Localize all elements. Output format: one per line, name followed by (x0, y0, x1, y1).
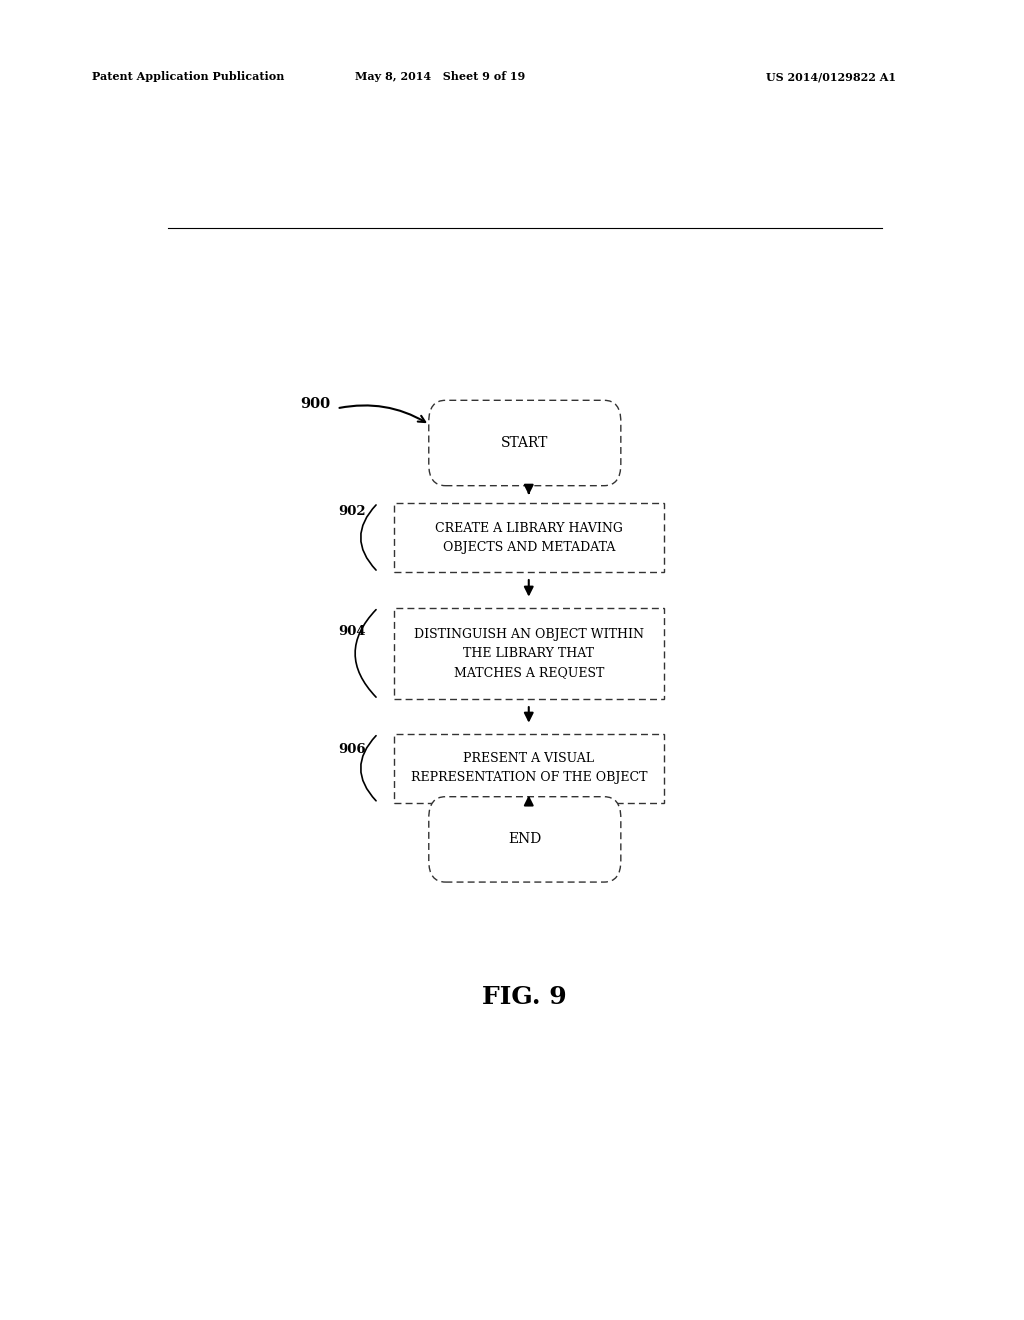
Text: CREATE A LIBRARY HAVING
OBJECTS AND METADATA: CREATE A LIBRARY HAVING OBJECTS AND META… (435, 521, 623, 553)
Text: 902: 902 (339, 504, 367, 517)
Text: May 8, 2014   Sheet 9 of 19: May 8, 2014 Sheet 9 of 19 (355, 71, 525, 82)
FancyBboxPatch shape (429, 400, 621, 486)
Text: END: END (508, 833, 542, 846)
Text: US 2014/0129822 A1: US 2014/0129822 A1 (766, 71, 896, 82)
FancyBboxPatch shape (394, 734, 664, 803)
Text: DISTINGUISH AN OBJECT WITHIN
THE LIBRARY THAT
MATCHES A REQUEST: DISTINGUISH AN OBJECT WITHIN THE LIBRARY… (414, 628, 644, 678)
Text: 904: 904 (339, 624, 367, 638)
Text: START: START (501, 436, 549, 450)
Text: FIG. 9: FIG. 9 (482, 985, 567, 1008)
Text: 900: 900 (300, 397, 331, 412)
FancyBboxPatch shape (429, 797, 621, 882)
FancyBboxPatch shape (394, 607, 664, 700)
Text: PRESENT A VISUAL
REPRESENTATION OF THE OBJECT: PRESENT A VISUAL REPRESENTATION OF THE O… (411, 752, 647, 784)
FancyBboxPatch shape (394, 503, 664, 572)
Text: 906: 906 (339, 743, 367, 756)
Text: Patent Application Publication: Patent Application Publication (92, 71, 285, 82)
